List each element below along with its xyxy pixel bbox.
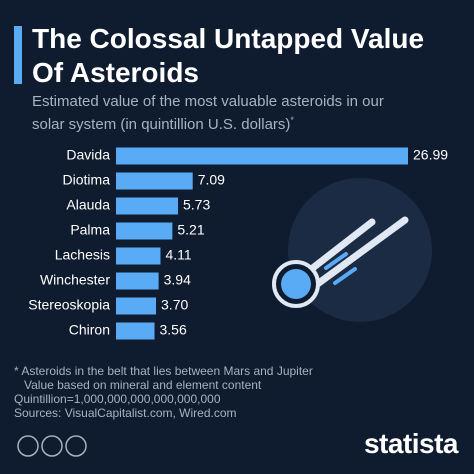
comet-illustration: [272, 178, 432, 322]
note: Value based on mineral and element conte…: [24, 378, 262, 392]
notes: * Asteroids in the belt that lies betwee…: [14, 364, 313, 420]
category-label: Stereoskopia: [28, 297, 110, 313]
category-label: Palma: [70, 222, 110, 238]
value-label: 7.09: [198, 172, 225, 188]
bar: [116, 272, 159, 290]
title: The Colossal Untapped Value Of Asteroids: [32, 22, 424, 90]
brand: statista: [363, 428, 459, 459]
category-label: Alauda: [66, 197, 110, 213]
title-accent: [14, 26, 22, 84]
bar: [116, 322, 155, 340]
subtitle: Estimated value of the most valuable ast…: [32, 93, 384, 133]
note: Quintillion=1,000,000,000,000,000,000: [14, 392, 221, 406]
title-line: The Colossal Untapped Value: [32, 23, 425, 54]
bar: [116, 172, 193, 190]
value-label: 3.56: [160, 322, 187, 338]
value-label: 3.94: [164, 272, 191, 288]
category-label: Davida: [66, 147, 110, 163]
title-line: Of Asteroids: [32, 57, 199, 88]
bar: [116, 247, 161, 265]
subtitle-mark: *: [290, 115, 294, 125]
category-label: Chiron: [69, 322, 110, 338]
value-label: 26.99: [413, 147, 448, 163]
bar: [116, 297, 157, 315]
category-label: Diotima: [63, 172, 111, 188]
note: Sources: VisualCapitalist.com, Wired.com: [14, 406, 237, 420]
license-icons: [17, 435, 87, 457]
value-label: 5.73: [183, 197, 210, 213]
value-label: 3.70: [161, 297, 188, 313]
value-label: 5.21: [177, 222, 204, 238]
value-label: 4.11: [165, 247, 191, 263]
subtitle-block: Estimated value of the most valuable ast…: [32, 93, 392, 134]
bar: [116, 222, 173, 240]
category-label: Lachesis: [55, 247, 110, 263]
category-label: Winchester: [40, 272, 110, 288]
note: * Asteroids in the belt that lies betwee…: [14, 364, 313, 378]
bar: [116, 197, 178, 215]
bar: [116, 147, 408, 165]
